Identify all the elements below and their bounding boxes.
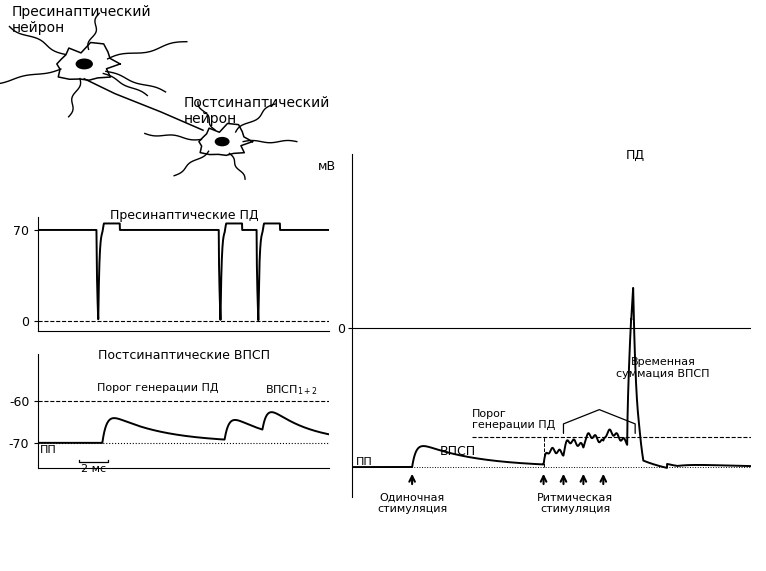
Text: 2 мс: 2 мс	[81, 464, 106, 474]
Text: ПП: ПП	[356, 457, 373, 467]
Text: Одиночная
стимуляция: Одиночная стимуляция	[377, 493, 447, 514]
Text: ВПСП$_{1+2}$: ВПСП$_{1+2}$	[265, 383, 318, 397]
Text: Пресинаптический
нейрон: Пресинаптический нейрон	[11, 5, 151, 35]
Text: Постсинаптические ВПСП: Постсинаптические ВПСП	[98, 349, 270, 363]
Text: ПП: ПП	[40, 445, 57, 455]
Text: Временная
суммация ВПСП: Временная суммация ВПСП	[617, 357, 710, 379]
Circle shape	[215, 138, 229, 146]
Text: Пресинаптические ПД: Пресинаптические ПД	[110, 209, 258, 222]
Text: мВ: мВ	[319, 160, 336, 173]
Circle shape	[77, 59, 92, 69]
Text: ПД: ПД	[626, 149, 645, 162]
Text: Постсинаптический
нейрон: Постсинаптический нейрон	[184, 96, 330, 126]
Text: ВПСП: ВПСП	[440, 445, 476, 458]
Text: Порог генерации ПД: Порог генерации ПД	[97, 383, 218, 393]
Text: Порог
генерации ПД: Порог генерации ПД	[472, 409, 555, 431]
Text: Ритмическая
стимуляция: Ритмическая стимуляция	[538, 493, 614, 514]
